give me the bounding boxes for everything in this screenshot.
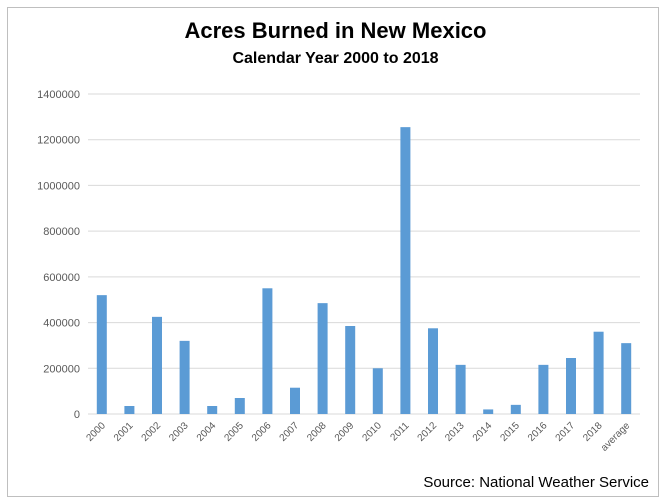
chart-frame [7,7,659,497]
bar [179,340,190,414]
chart-title: Acres Burned in New Mexico [184,18,487,43]
y-tick-label: 1400000 [37,89,80,101]
x-tick-label: 2017 [554,420,578,444]
x-tick-label: average [599,420,633,454]
bar [152,316,162,414]
y-tick-label: 400000 [43,318,80,330]
x-tick-label: 2010 [360,420,384,444]
bar [372,368,383,414]
bar [566,358,576,414]
bar [234,398,245,414]
bar [290,387,300,414]
x-tick-label: 2002 [140,420,164,444]
bar [621,343,632,414]
bar [510,404,521,414]
x-tick-label: 2000 [84,420,108,444]
bar [400,127,411,415]
bar [96,295,107,414]
bar [593,331,604,414]
x-tick-label: 2006 [250,420,274,444]
bar [262,288,273,414]
chart-subtitle: Calendar Year 2000 to 2018 [232,50,439,67]
x-tick-label: 2004 [195,420,219,444]
bar [124,406,135,414]
y-tick-label: 1200000 [37,135,80,147]
bar [317,303,328,414]
bar [207,406,218,414]
x-tick-label: 2007 [278,420,302,444]
y-tick-label: 200000 [43,363,80,375]
x-tick-label: 2018 [581,420,605,444]
y-tick-label: 800000 [43,226,80,238]
y-tick-label: 0 [74,409,80,421]
x-tick-label: 2013 [443,420,467,444]
bar [538,364,549,414]
x-tick-label: 2003 [167,420,191,444]
x-tick-label: 2016 [526,420,550,444]
bar [483,409,494,414]
x-tick-label: 2012 [416,420,440,444]
x-tick-label: 2015 [498,420,522,444]
bar [345,326,356,414]
x-tick-label: 2009 [333,420,357,444]
chart-source: Source: National Weather Service [423,474,649,491]
bar [428,328,438,414]
x-tick-label: 2001 [112,420,136,444]
y-tick-label: 600000 [43,272,80,284]
x-tick-label: 2008 [305,420,329,444]
bar [455,364,466,414]
y-tick-label: 1000000 [37,180,80,192]
x-tick-label: 2011 [389,420,412,443]
x-tick-label: 2005 [222,420,246,444]
x-tick-label: 2014 [471,420,495,444]
